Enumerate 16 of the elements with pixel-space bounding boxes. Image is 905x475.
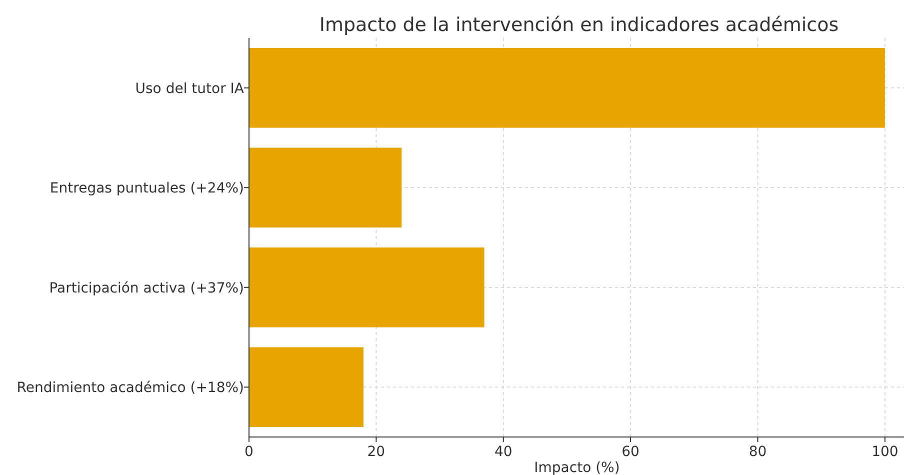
x-tick-label: 0 <box>244 444 254 460</box>
y-tick-label: Entregas puntuales (+24%) <box>50 180 244 197</box>
x-tick-label: 40 <box>494 444 512 460</box>
x-axis-title: Impacto (%) <box>534 460 620 475</box>
chart-title: Impacto de la intervención en indicadores académicos <box>319 14 839 36</box>
x-tick-label: 60 <box>622 444 640 460</box>
y-tick-label: Uso del tutor IA <box>135 80 244 97</box>
y-tick-label: Participación activa (+37%) <box>49 280 244 296</box>
bar <box>249 247 484 328</box>
x-tick-label: 20 <box>367 444 386 460</box>
bar <box>249 347 364 428</box>
x-tick-label: 100 <box>872 444 898 460</box>
y-tick-label: Rendimiento académico (+18%) <box>16 380 244 396</box>
bar <box>249 148 402 228</box>
bar <box>249 48 885 128</box>
x-tick-label: 80 <box>748 444 767 460</box>
